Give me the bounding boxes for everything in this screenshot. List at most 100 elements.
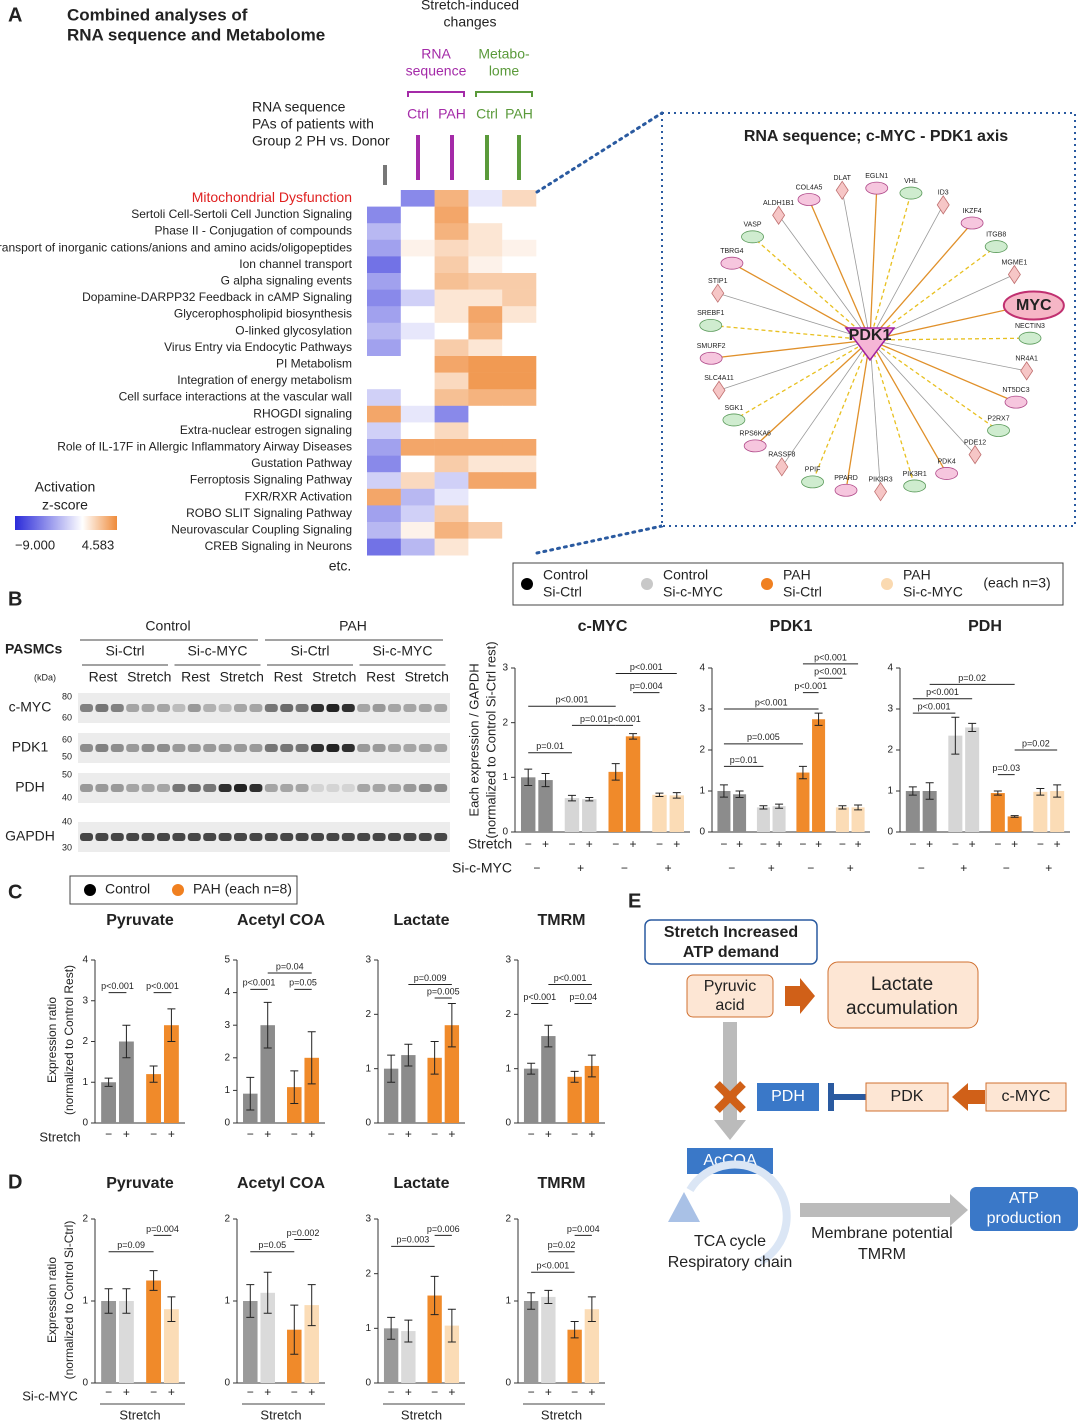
error-bar — [854, 804, 863, 811]
band — [95, 704, 109, 712]
heat-cell — [434, 239, 469, 257]
node — [936, 195, 950, 215]
p-value: p=0.02 — [1022, 738, 1050, 748]
heat-cell — [400, 239, 435, 257]
sirna-group: Si-Ctrl — [106, 643, 145, 659]
bar — [965, 727, 980, 832]
heat-cell — [434, 306, 469, 324]
label: ATP demand — [683, 944, 779, 961]
band — [418, 833, 432, 841]
chart-title: TMRM — [538, 912, 586, 929]
sign: + — [673, 837, 680, 851]
legend-label: Control — [543, 567, 588, 583]
protein-label: PDH — [15, 779, 45, 795]
error-bar — [524, 768, 533, 787]
p-value: p=0.006 — [427, 1224, 460, 1234]
band — [218, 744, 232, 752]
chart-title: c-MYC — [578, 618, 628, 635]
node-label: PIK3R1 — [903, 471, 927, 478]
heat-cell — [367, 322, 402, 340]
row-label: Stretch — [39, 1129, 80, 1144]
sign: + — [926, 837, 933, 851]
heat-cell — [468, 488, 503, 506]
y-tick-label: 2 — [502, 717, 508, 728]
bar — [772, 806, 786, 832]
heat-cell — [367, 273, 402, 290]
heat-cell — [434, 322, 469, 340]
p-value: p=0.02 — [548, 1240, 576, 1250]
error-bar — [263, 1271, 272, 1314]
error-bar — [570, 1070, 579, 1083]
band — [126, 744, 140, 752]
heat-cell — [400, 256, 435, 274]
error-bar — [447, 1002, 456, 1048]
y-tick-label: 1 — [505, 1063, 511, 1074]
heat-cell — [502, 522, 537, 539]
row-label: CREB Signaling in Neurons — [205, 539, 352, 553]
sign: + — [847, 861, 854, 875]
y-tick-label: 2 — [699, 745, 705, 756]
y-tick-label: 3 — [82, 995, 88, 1006]
heat-cell — [367, 538, 402, 556]
band — [126, 784, 140, 792]
error-bar — [1053, 784, 1062, 798]
band — [295, 744, 309, 752]
heat-cell — [434, 505, 469, 523]
row-label: G alpha signaling events — [221, 273, 352, 287]
band — [341, 784, 355, 792]
row-label: Phase II - Conjugation of compounds — [155, 224, 352, 238]
heat-cell — [367, 289, 402, 307]
sign: + — [588, 1127, 595, 1141]
bar — [444, 1025, 460, 1123]
heat-cell — [434, 190, 469, 207]
heat-cell — [367, 339, 402, 357]
x-axis-label: Stretch — [541, 1407, 582, 1422]
legend-box — [69, 875, 298, 905]
y-tick-label: 2 — [887, 745, 893, 756]
band — [80, 704, 93, 712]
treatment: Rest — [181, 669, 210, 685]
p-value: p<0.001 — [523, 992, 556, 1002]
heat-cell — [468, 256, 503, 274]
band — [311, 784, 324, 792]
p-value: p=0.004 — [567, 1224, 600, 1234]
chart-title: Pyruvate — [106, 912, 174, 929]
error-bar — [719, 784, 728, 798]
error-bar — [838, 805, 847, 810]
node-label: P2RX7 — [987, 415, 1009, 422]
heat-cell — [502, 505, 537, 523]
error-bar — [307, 1031, 316, 1085]
sign: − — [150, 1127, 157, 1141]
treatment: Stretch — [127, 669, 171, 685]
y-tick-label: 3 — [224, 1020, 230, 1031]
node — [1004, 395, 1028, 409]
band — [280, 784, 294, 792]
kda-marker: 60 — [62, 734, 72, 744]
legend-marker — [881, 578, 893, 590]
sign: − — [1003, 861, 1010, 875]
p-value: p<0.001 — [814, 652, 847, 662]
heat-cell — [468, 206, 503, 224]
p-value: p<0.001 — [101, 981, 134, 991]
band — [218, 704, 232, 712]
edge — [845, 339, 871, 491]
panel-e: Stretch Increased ATP demand Pyruvic aci… — [644, 919, 1078, 1271]
band — [203, 833, 217, 841]
band — [157, 833, 170, 841]
protein-label: GAPDH — [5, 828, 55, 844]
bar — [260, 1292, 275, 1383]
heat-cell — [434, 273, 469, 290]
kda-label: (kDa) — [34, 672, 56, 682]
scale-max: 4.583 — [82, 537, 115, 552]
band — [388, 744, 401, 752]
legend-note: (each n=3) — [983, 575, 1050, 591]
treatment: Rest — [274, 669, 303, 685]
node — [987, 424, 1010, 437]
y-tick-label: 0 — [365, 1118, 371, 1129]
heat-cell — [468, 472, 503, 490]
edge — [869, 339, 999, 432]
heat-cell — [434, 472, 469, 490]
sign: − — [571, 1385, 578, 1399]
color-scale — [15, 516, 117, 530]
box — [686, 974, 774, 1018]
